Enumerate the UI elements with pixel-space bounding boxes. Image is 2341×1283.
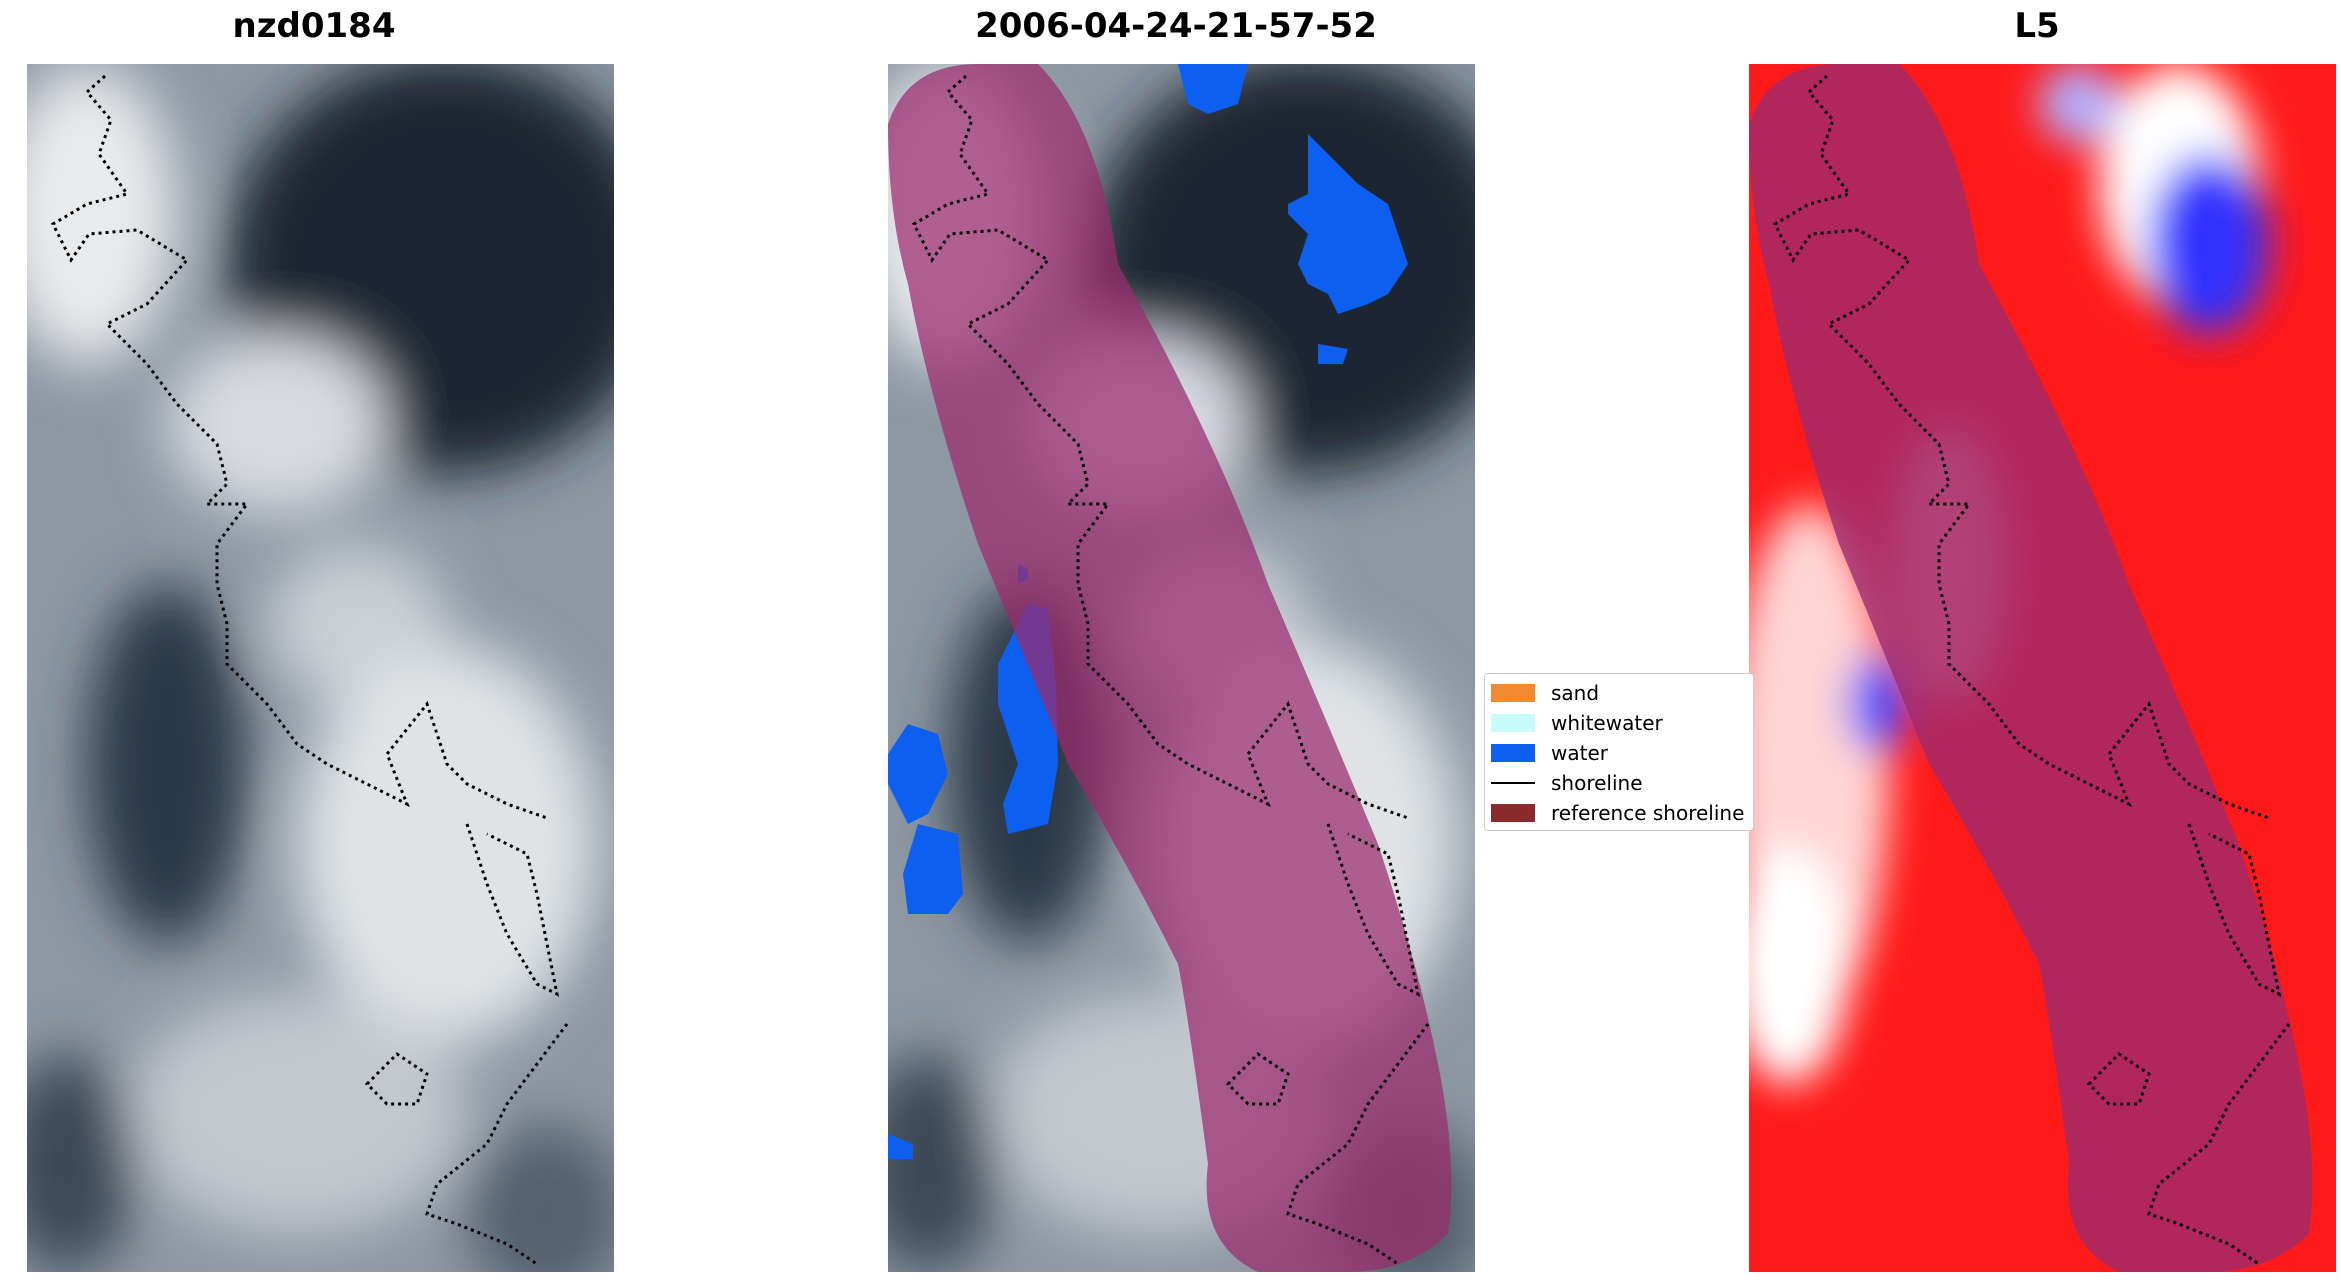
legend-label: shoreline — [1551, 771, 1643, 795]
legend: sand whitewater water shoreline referenc… — [1484, 673, 1754, 831]
shoreline-path-1 — [51, 74, 548, 820]
panel-title-image: nzd0184 — [232, 6, 396, 46]
water-mask — [888, 64, 1408, 1159]
whitewater-swatch — [1491, 714, 1535, 732]
reference-shoreline-buffer — [1749, 64, 2313, 1272]
shoreline-path-2 — [2187, 823, 2282, 997]
reference-shoreline-swatch — [1491, 804, 1535, 822]
legend-label: sand — [1551, 681, 1600, 705]
legend-label: reference shoreline — [1551, 801, 1745, 825]
legend-item-sand: sand — [1485, 680, 1599, 706]
classified-image — [888, 64, 1475, 1272]
rgb-image-panel — [27, 64, 614, 1272]
index-map-panel — [1749, 64, 2336, 1272]
legend-item-reference-shoreline: reference shoreline — [1485, 800, 1744, 826]
shoreline-path-2 — [1326, 823, 1421, 997]
shoreline-path-3 — [364, 1023, 569, 1266]
water-swatch — [1491, 744, 1535, 762]
legend-item-shoreline: shoreline — [1485, 770, 1643, 796]
shoreline-line-swatch — [1491, 782, 1535, 784]
legend-label: water — [1551, 741, 1608, 765]
legend-label: whitewater — [1551, 711, 1663, 735]
panel-title-index: L5 — [2014, 6, 2060, 46]
legend-item-whitewater: whitewater — [1485, 710, 1663, 736]
rgb-image — [27, 64, 614, 1272]
shoreline-path-2 — [465, 823, 560, 997]
classified-image-panel — [888, 64, 1475, 1272]
shoreline-path-1 — [912, 74, 1409, 820]
shoreline-path-3 — [2086, 1023, 2291, 1266]
shoreline-path-1 — [1773, 74, 2270, 820]
panel-title-date: 2006-04-24-21-57-52 — [975, 6, 1377, 46]
index-map — [1749, 64, 2336, 1272]
sand-swatch — [1491, 684, 1535, 702]
legend-item-water: water — [1485, 740, 1608, 766]
reference-shoreline-buffer — [888, 64, 1452, 1272]
shoreline-path-3 — [1225, 1023, 1430, 1266]
